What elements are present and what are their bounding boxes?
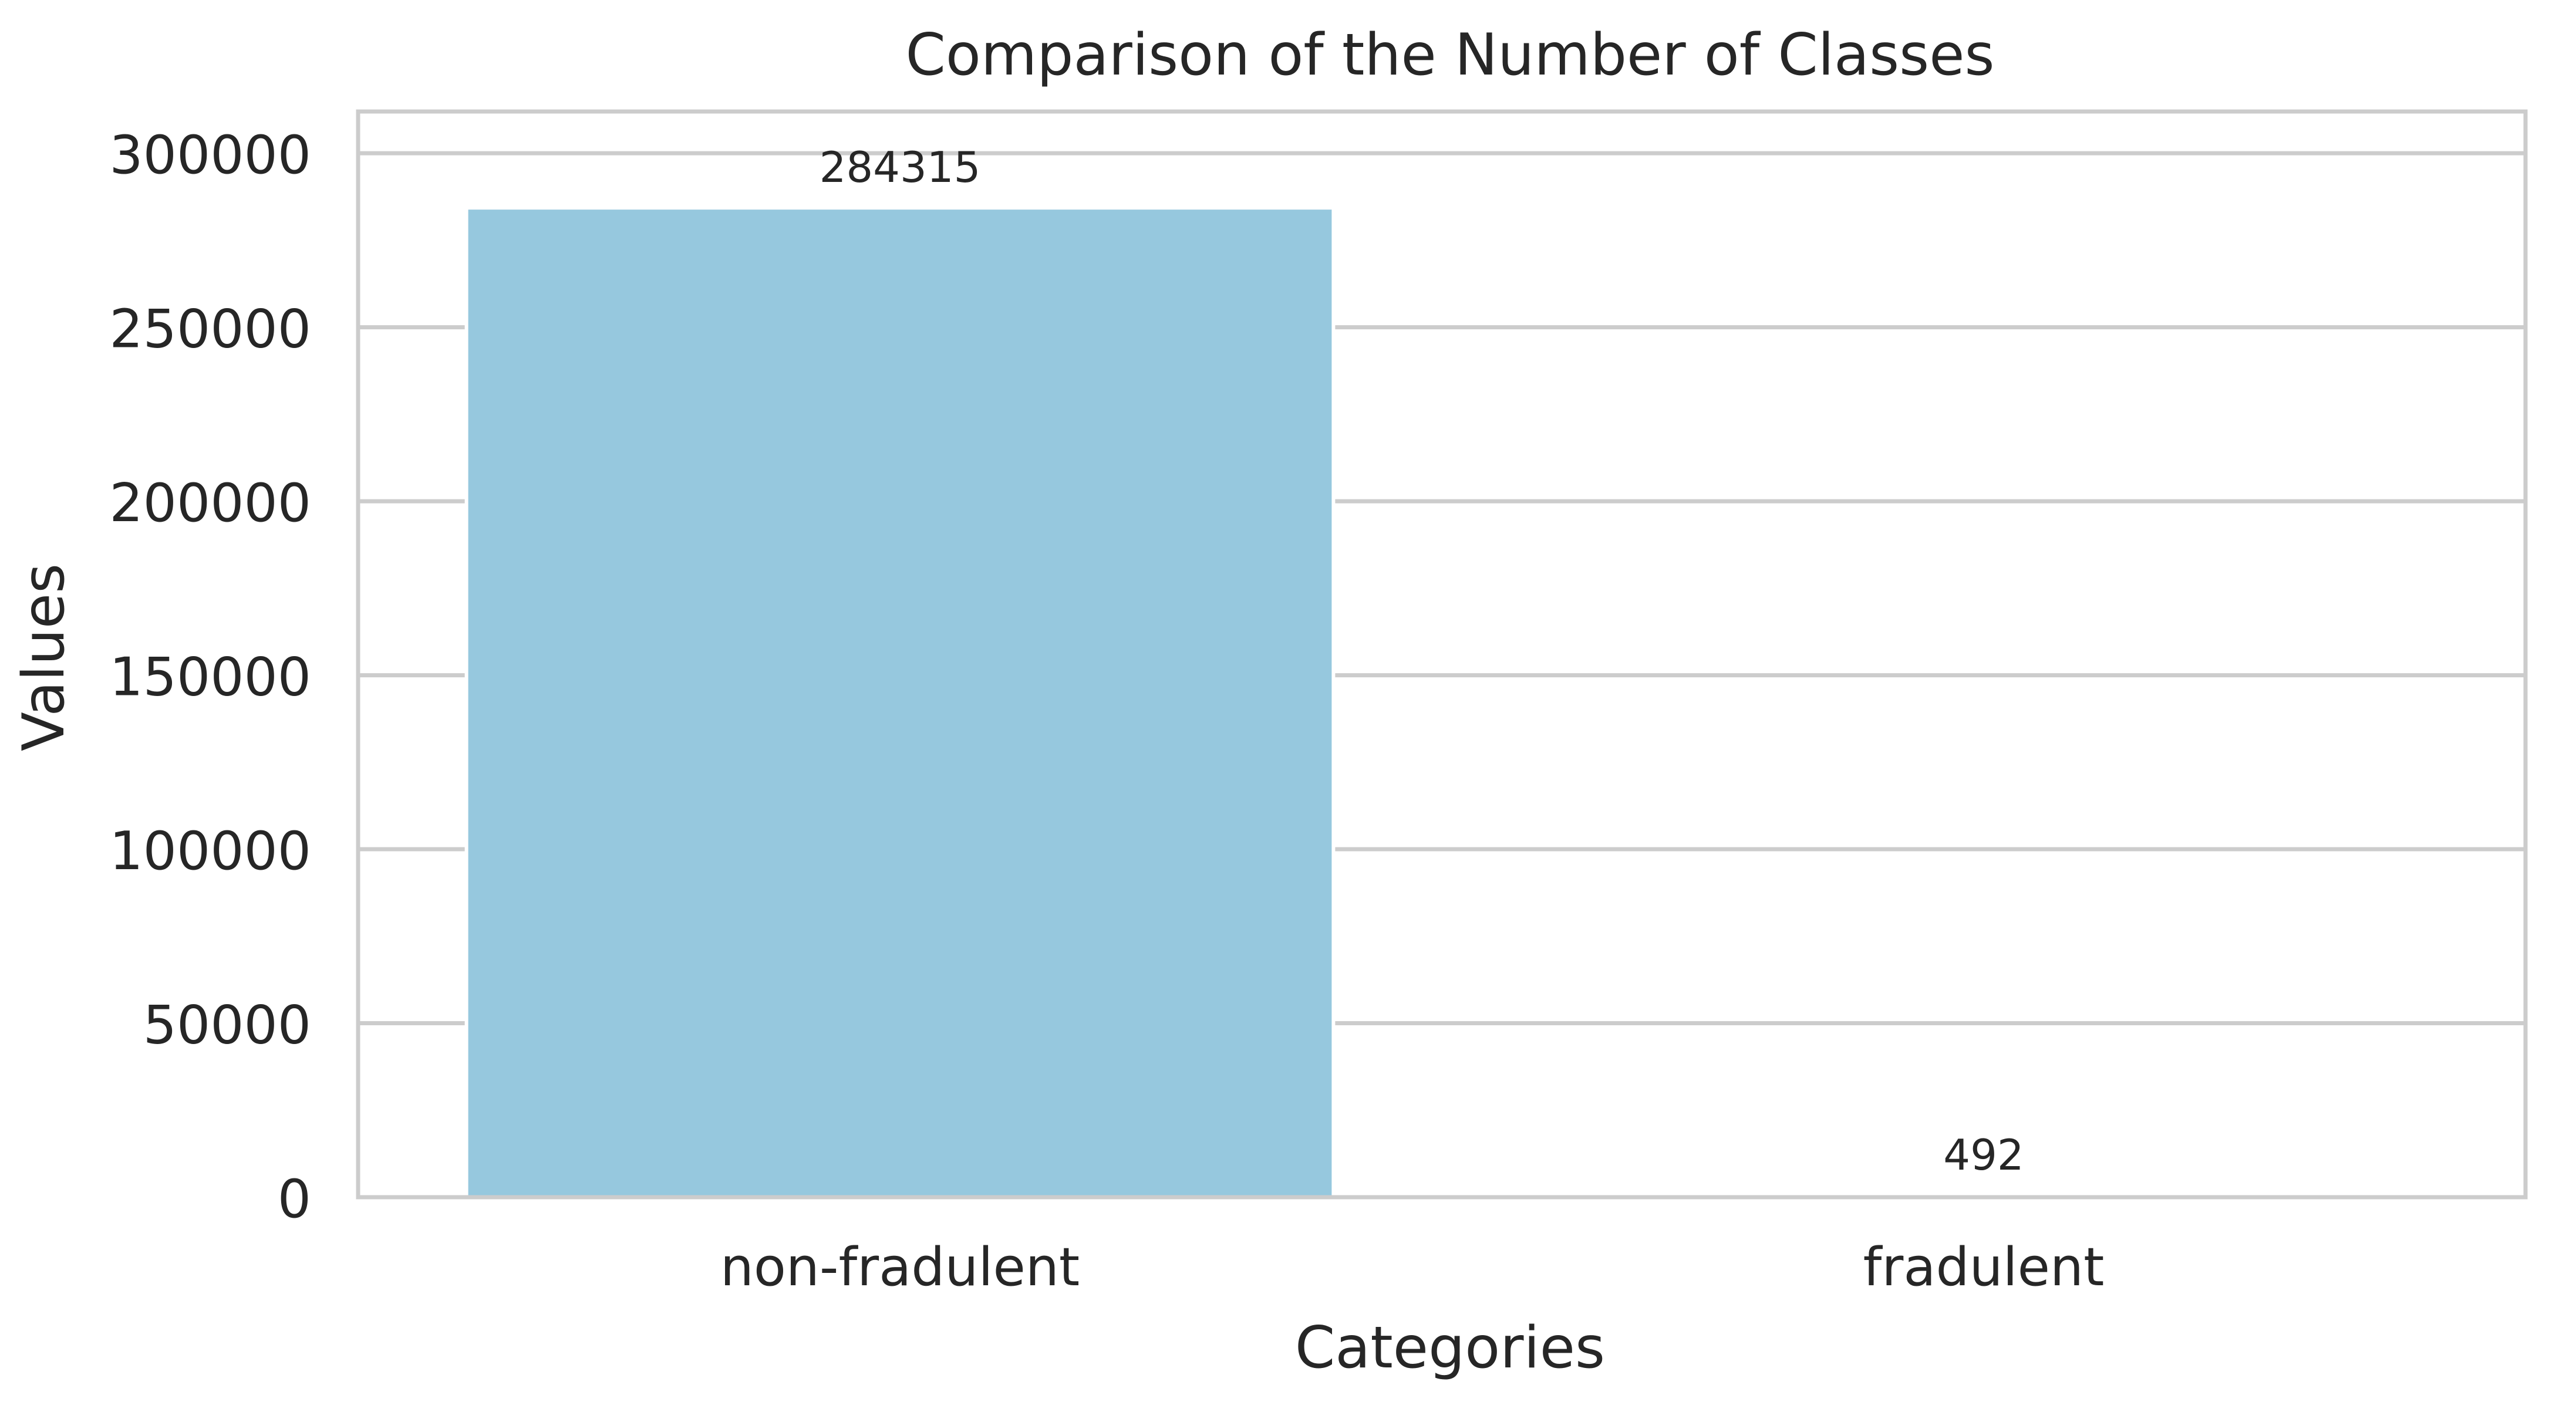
x-axis-label: Categories (1295, 1315, 1605, 1381)
y-tick-label: 250000 (109, 299, 311, 360)
plot-frame (356, 109, 2528, 1200)
data-label: 492 (1943, 1130, 2024, 1180)
data-labels: 284315 492 (820, 143, 2024, 1180)
chart-title: Comparison of the Number of Classes (905, 22, 1994, 89)
bar (464, 206, 1336, 1200)
x-tick-labels: non-fradulent fradulent (720, 1237, 2105, 1298)
y-tick-label: 200000 (109, 472, 311, 534)
y-tick-label: 0 (278, 1168, 311, 1230)
y-tick-label: 100000 (109, 820, 311, 882)
x-tick-label: fradulent (1863, 1237, 2105, 1298)
y-axis-label: Values (11, 563, 77, 751)
y-tick-label: 150000 (109, 647, 311, 708)
y-tick-label: 300000 (109, 124, 311, 186)
data-label: 284315 (820, 143, 981, 192)
y-tick-labels: 0 50000 100000 150000 200000 250000 300000 (109, 124, 311, 1230)
x-tick-label: non-fradulent (720, 1237, 1080, 1298)
y-tick-label: 50000 (143, 995, 311, 1056)
bars (464, 206, 2419, 1200)
